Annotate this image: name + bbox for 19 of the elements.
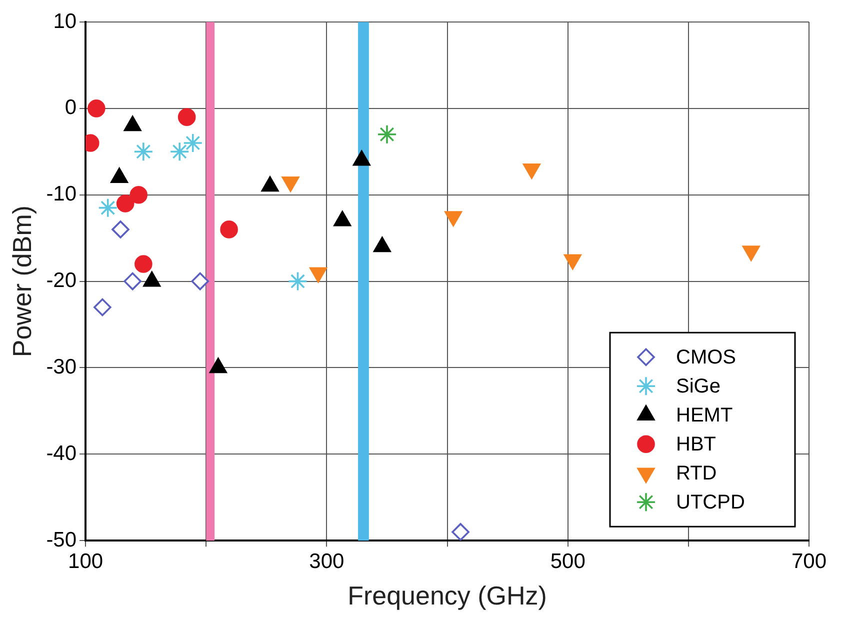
y-tick-label: -40	[46, 442, 77, 465]
y-tick-label: -20	[46, 269, 77, 292]
legend-label: RTD	[676, 462, 717, 485]
y-tick-label: -10	[46, 182, 77, 206]
y-tick-label: -50	[46, 528, 77, 552]
legend-label: HBT	[676, 434, 716, 456]
y-tick-label: 0	[64, 96, 77, 120]
x-tick-label: 700	[791, 550, 827, 573]
x-axis-title: Frequency (GHz)	[348, 580, 547, 611]
y-tick-label: -30	[46, 356, 77, 379]
x-tick-label: 300	[309, 550, 344, 573]
x-tick-label: 100	[68, 550, 104, 573]
y-axis-title: Power (dBm)	[6, 205, 37, 358]
legend-label: UTCPD	[676, 492, 745, 514]
legend-label: CMOS	[676, 346, 736, 369]
y-tick-label: 10	[53, 10, 77, 33]
legend-label: SiGe	[676, 376, 720, 398]
legend-label: HEMT	[676, 404, 733, 427]
x-tick-label: 500	[550, 550, 586, 573]
